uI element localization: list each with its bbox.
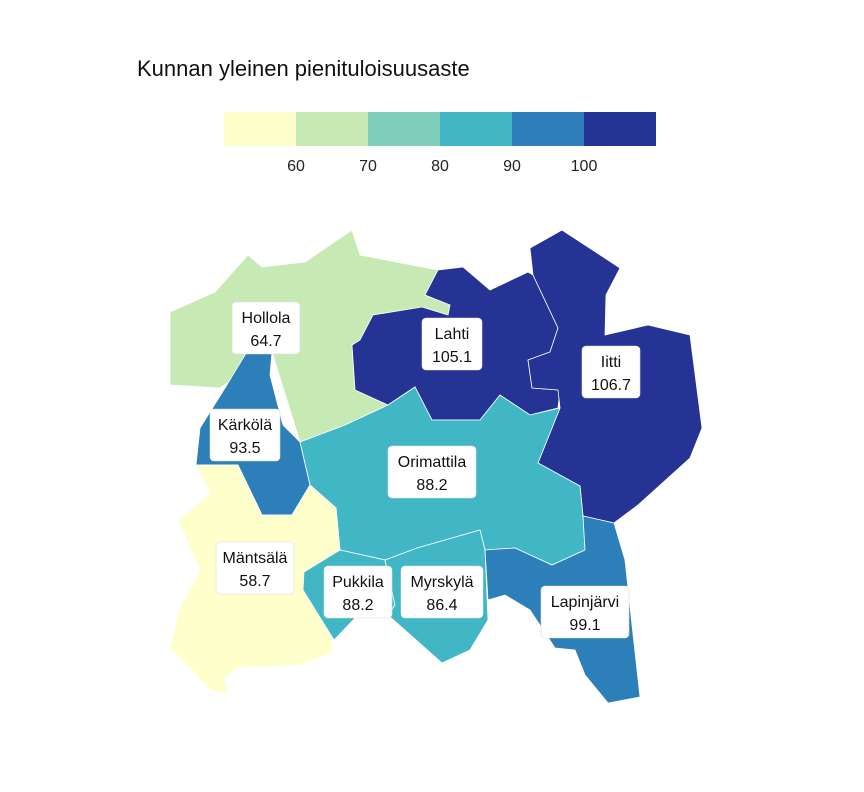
legend-swatch-4 (512, 112, 584, 146)
legend-tick-1: 70 (359, 158, 377, 175)
label-mantsala: Mäntsälä 58.7 (215, 541, 295, 595)
label-name: Lahti (435, 326, 470, 343)
label-value: 86.4 (426, 597, 457, 614)
label-name: Pukkila (332, 574, 384, 591)
label-name: Myrskylä (410, 574, 473, 591)
label-value: 88.2 (416, 477, 447, 494)
label-hollola: Hollola 64.7 (231, 301, 301, 355)
map-title: Kunnan yleinen pienituloisuusaste (137, 56, 470, 81)
label-value: 106.7 (591, 377, 631, 394)
label-name: Hollola (242, 310, 291, 327)
label-name: Orimattila (398, 454, 467, 471)
label-value: 105.1 (432, 349, 472, 366)
legend-tick-4: 100 (571, 158, 598, 175)
color-legend: 60 70 80 90 100 (224, 112, 656, 175)
label-value: 88.2 (342, 597, 373, 614)
label-lapinjarvi: Lapinjärvi 99.1 (540, 585, 630, 639)
label-name: Mäntsälä (223, 550, 288, 567)
legend-swatch-0 (224, 112, 296, 146)
label-pukkila: Pukkila 88.2 (323, 565, 393, 619)
label-name: Kärkölä (218, 417, 272, 434)
legend-tick-0: 60 (287, 158, 305, 175)
label-name: Iitti (601, 354, 621, 371)
label-karkola: Kärkölä 93.5 (209, 408, 281, 462)
legend-tick-3: 90 (503, 158, 521, 175)
legend-swatch-3 (440, 112, 512, 146)
label-name: Lapinjärvi (551, 594, 619, 611)
legend-swatch-1 (296, 112, 368, 146)
legend-tick-2: 80 (431, 158, 449, 175)
label-lahti: Lahti 105.1 (421, 317, 483, 371)
legend-swatch-2 (368, 112, 440, 146)
label-iitti: Iitti 106.7 (581, 345, 641, 399)
label-value: 93.5 (229, 440, 260, 457)
label-value: 58.7 (239, 573, 270, 590)
label-myrskyla: Myrskylä 86.4 (400, 565, 484, 619)
label-value: 99.1 (569, 617, 600, 634)
label-orimattila: Orimattila 88.2 (387, 445, 477, 499)
label-value: 64.7 (250, 333, 281, 350)
legend-swatch-5 (584, 112, 656, 146)
